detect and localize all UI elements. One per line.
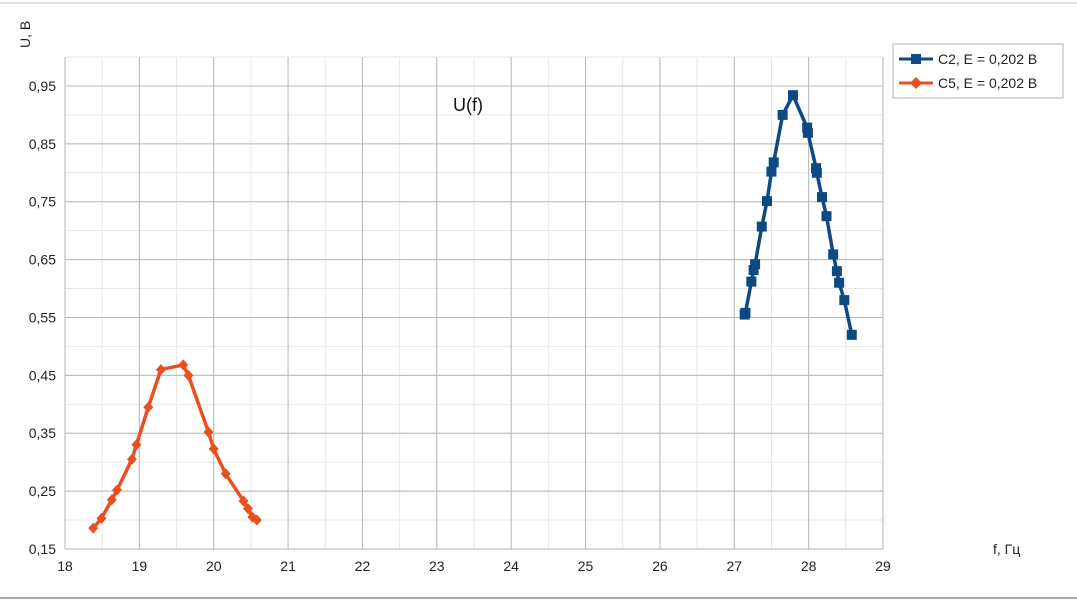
- data-point-square: [768, 157, 779, 168]
- data-point-diamond: [143, 401, 154, 413]
- y-tick-label: 0,35: [29, 425, 56, 441]
- data-point-square: [766, 166, 777, 177]
- data-point-square: [817, 192, 828, 203]
- data-point-diamond: [242, 502, 253, 514]
- legend-label: C2, E = 0,202 В: [938, 51, 1037, 67]
- data-point-square: [788, 90, 799, 101]
- data-point-diamond: [178, 359, 189, 371]
- y-tick-label: 0,45: [29, 367, 56, 383]
- legend-item-c5: C5, E = 0,202 В: [899, 75, 1037, 91]
- data-point-diamond: [88, 522, 99, 534]
- series-c2: [739, 90, 857, 340]
- data-point-square: [834, 277, 845, 288]
- legend-diamond-marker: [910, 77, 922, 89]
- chart-title: U(f): [453, 95, 483, 115]
- x-axis-title: f, Гц: [993, 541, 1020, 557]
- data-point-square: [750, 259, 761, 270]
- data-point-diamond: [112, 484, 123, 496]
- data-point-square: [740, 307, 751, 318]
- data-point-square: [811, 167, 822, 178]
- data-point-square: [756, 221, 767, 232]
- data-point-square: [831, 266, 842, 277]
- y-tick-labels: 0,15 0,25 0,35 0,45 0,55 0,65 0,75 0,85 0,95: [29, 78, 56, 557]
- x-tick-label: 28: [801, 558, 817, 574]
- data-point-square: [802, 127, 813, 138]
- y-tick-label: 0,95: [29, 78, 56, 94]
- x-tick-label: 24: [503, 558, 519, 574]
- legend: C2, E = 0,202 В C5, E = 0,202 В: [892, 43, 1064, 99]
- y-tick-label: 0,65: [29, 252, 56, 268]
- y-tick-label: 0,15: [29, 541, 56, 557]
- data-point-diamond: [203, 426, 214, 438]
- data-point-square: [828, 249, 839, 260]
- legend-box: [892, 43, 1064, 99]
- y-axis-title: U, В: [17, 21, 33, 48]
- data-point-diamond: [208, 443, 219, 455]
- data-point-square: [802, 122, 813, 133]
- y-tick-label: 0,85: [29, 136, 56, 152]
- data-point-diamond: [183, 369, 194, 381]
- data-point-diamond: [155, 364, 166, 376]
- data-point-square: [748, 265, 759, 276]
- x-tick-labels: 18 19 20 21 22 23 24 25 26 27 28 29: [57, 558, 891, 574]
- x-tick-label: 22: [355, 558, 371, 574]
- data-point-square: [846, 329, 857, 340]
- data-point-square: [761, 196, 772, 207]
- data-point-diamond: [96, 512, 107, 524]
- y-tick-label: 0,55: [29, 309, 56, 325]
- data-point-diamond: [238, 495, 249, 507]
- data-point-square: [839, 295, 850, 306]
- y-tick-label: 0,25: [29, 483, 56, 499]
- data-point-diamond: [106, 494, 117, 506]
- y-tick-label: 0,75: [29, 194, 56, 210]
- data-point-square: [777, 109, 788, 120]
- data-point-square: [821, 211, 832, 222]
- data-point-square: [746, 276, 757, 287]
- x-tick-label: 20: [206, 558, 222, 574]
- x-tick-label: 29: [875, 558, 891, 574]
- plot-series: [88, 90, 857, 534]
- legend-square-marker: [911, 54, 921, 64]
- data-point-diamond: [220, 468, 231, 480]
- x-tick-label: 25: [578, 558, 594, 574]
- x-tick-label: 27: [726, 558, 742, 574]
- x-tick-label: 18: [57, 558, 73, 574]
- x-tick-label: 19: [132, 558, 148, 574]
- x-tick-label: 26: [652, 558, 668, 574]
- legend-item-c2: C2, E = 0,202 В: [899, 51, 1037, 67]
- series-c5: [88, 359, 262, 534]
- data-point-diamond: [131, 439, 142, 451]
- x-tick-label: 23: [429, 558, 445, 574]
- x-tick-label: 21: [280, 558, 296, 574]
- data-point-diamond: [126, 453, 137, 465]
- data-point-diamond: [251, 514, 262, 526]
- axes: [64, 57, 884, 550]
- legend-label: C5, E = 0,202 В: [938, 75, 1037, 91]
